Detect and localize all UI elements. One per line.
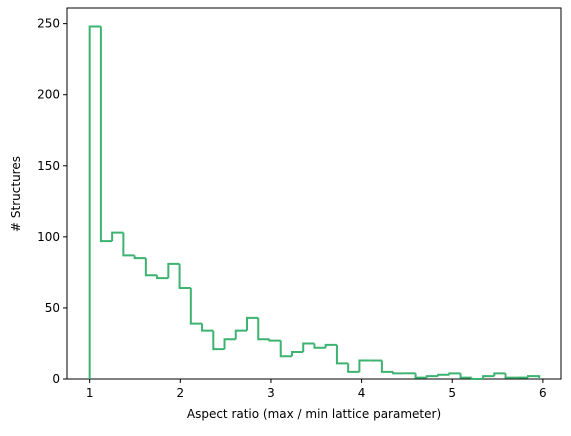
histogram-step xyxy=(380,360,394,373)
histogram-step xyxy=(324,343,337,348)
histogram-step xyxy=(302,342,315,352)
histogram-step xyxy=(99,26,113,243)
x-tick-label: 6 xyxy=(539,386,547,400)
histogram-step xyxy=(504,373,517,379)
y-tick-label: 100 xyxy=(37,230,60,244)
histogram-step xyxy=(156,275,169,280)
x-axis-label: Aspect ratio (max / min lattice paramete… xyxy=(187,407,441,421)
histogram-step xyxy=(414,373,427,379)
histogram-step xyxy=(178,263,191,290)
histogram-step xyxy=(527,375,541,379)
histogram-step xyxy=(234,329,248,340)
histogram-step xyxy=(358,359,371,372)
histogram-step xyxy=(425,375,439,378)
histogram-step xyxy=(437,373,450,377)
y-tick-label: 250 xyxy=(37,17,60,31)
histogram-step xyxy=(133,255,146,260)
histogram-step xyxy=(290,350,304,357)
histogram-step xyxy=(470,377,484,380)
histogram-step xyxy=(459,373,472,379)
histogram-step xyxy=(144,258,158,277)
histogram-step xyxy=(111,231,124,242)
x-tick-label: 4 xyxy=(358,386,366,400)
histogram-step xyxy=(279,340,292,358)
histogram-step xyxy=(257,317,270,341)
histogram-step xyxy=(335,344,349,365)
x-tick-label: 3 xyxy=(267,386,275,400)
y-tick-label: 200 xyxy=(37,88,60,102)
histogram-step xyxy=(223,338,236,350)
histogram-step xyxy=(268,339,281,342)
histogram-step xyxy=(493,372,506,377)
histogram-step xyxy=(88,25,101,379)
x-tick-label: 2 xyxy=(176,386,184,400)
histogram-step xyxy=(448,372,461,375)
y-tick-label: 150 xyxy=(37,159,60,173)
histogram-step xyxy=(347,363,360,373)
histogram-step xyxy=(189,288,203,325)
histogram-step xyxy=(122,232,135,257)
histogram-step xyxy=(167,262,180,279)
y-tick-label: 0 xyxy=(52,372,60,386)
histogram-step xyxy=(212,330,225,351)
axes-frame xyxy=(66,7,562,380)
histogram-step xyxy=(482,375,495,379)
histogram-step xyxy=(201,323,214,332)
x-tick-label: 5 xyxy=(448,386,456,400)
histogram-step xyxy=(246,316,259,331)
x-tick-label: 1 xyxy=(86,386,94,400)
y-tick-label: 50 xyxy=(45,301,60,315)
histogram-step xyxy=(313,343,326,349)
histogram-step xyxy=(392,371,405,375)
y-axis-label: # Structures xyxy=(9,156,23,232)
